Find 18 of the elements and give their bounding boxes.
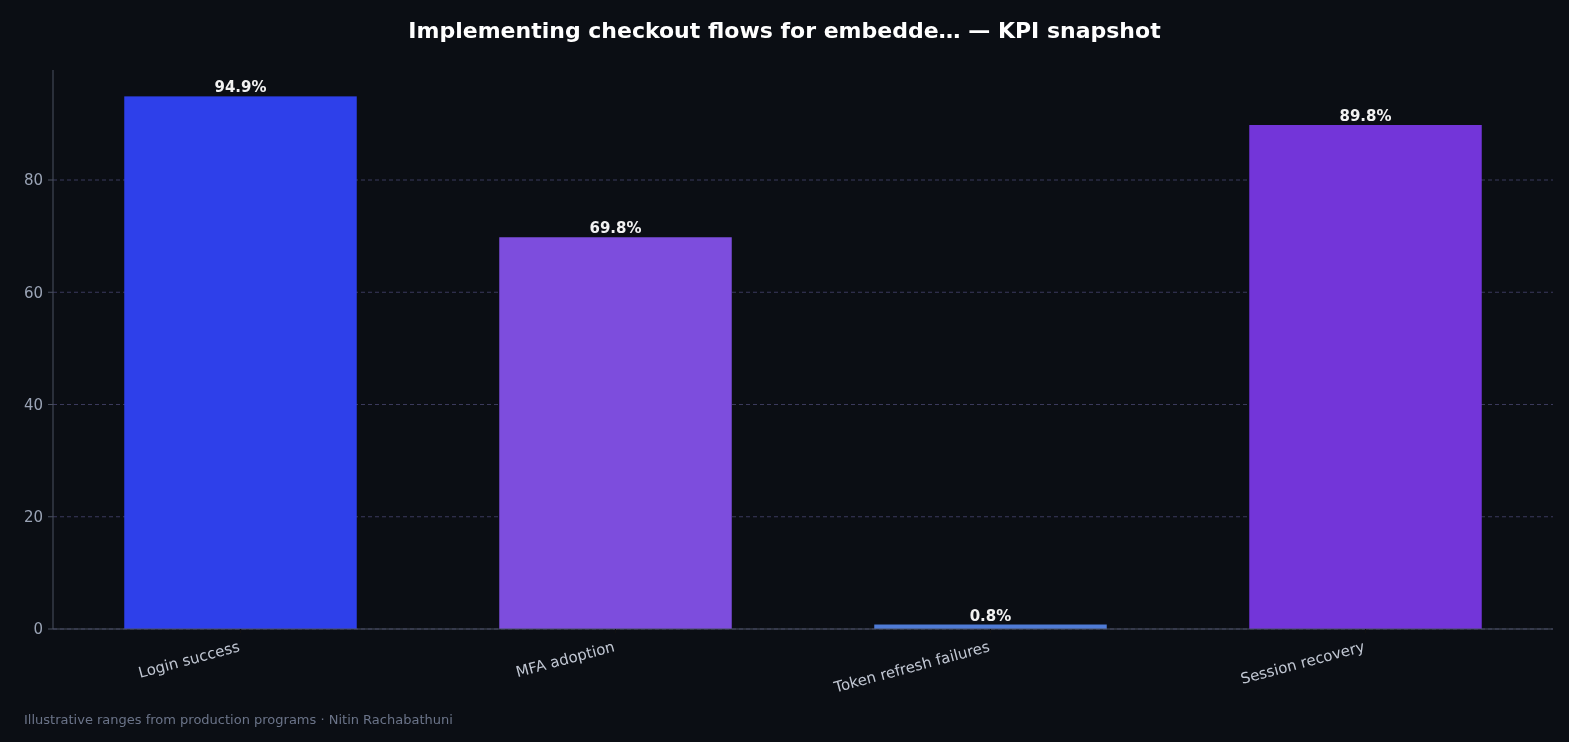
data-label: 94.9%: [214, 78, 267, 97]
text: Illustrative ranges from production programs · Nitin Rachabathuni: [24, 712, 453, 727]
data-label: 89.8%: [1339, 107, 1392, 125]
bar: [499, 237, 732, 629]
bar: [124, 96, 357, 629]
y-tick-label: 40: [23, 395, 43, 414]
x-tick-label: Login success: [136, 637, 242, 682]
chart-title: Implementing checkout flows for embedde… — KPI snapshot: [408, 18, 1162, 43]
bar: [1249, 125, 1482, 629]
x-tick-label: Token refresh failures: [831, 637, 992, 697]
y-tick-label: 0: [33, 620, 43, 639]
y-tick-label: 60: [23, 283, 43, 302]
y-tick-label: 20: [23, 508, 43, 526]
x-tick-label: Session recovery: [1238, 637, 1367, 688]
data-label: 69.8%: [589, 219, 642, 238]
data-label: 0.8%: [969, 606, 1012, 625]
y-tick-label: 80: [23, 171, 43, 190]
x-tick-label: MFA adoption: [513, 637, 617, 682]
